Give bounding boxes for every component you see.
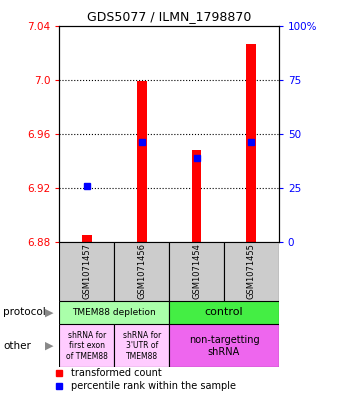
Text: protocol: protocol: [3, 307, 46, 318]
Bar: [114, 242, 169, 301]
Text: other: other: [3, 341, 31, 351]
Text: GSM1071457: GSM1071457: [82, 243, 91, 299]
Text: control: control: [205, 307, 243, 318]
Title: GDS5077 / ILMN_1798870: GDS5077 / ILMN_1798870: [87, 10, 251, 23]
Text: GSM1071455: GSM1071455: [247, 243, 256, 299]
Bar: [192, 150, 202, 242]
Bar: [246, 44, 256, 242]
Text: GSM1071454: GSM1071454: [192, 243, 201, 299]
Bar: [224, 242, 279, 301]
Text: ▶: ▶: [45, 341, 54, 351]
Text: transformed count: transformed count: [71, 368, 162, 378]
Text: ▶: ▶: [45, 307, 54, 318]
Text: non-targetting
shRNA: non-targetting shRNA: [189, 335, 259, 356]
Bar: [169, 324, 279, 367]
Text: shRNA for
3'UTR of
TMEM88: shRNA for 3'UTR of TMEM88: [123, 331, 161, 361]
Bar: [59, 242, 114, 301]
Text: shRNA for
first exon
of TMEM88: shRNA for first exon of TMEM88: [66, 331, 108, 361]
Bar: [114, 324, 169, 367]
Text: percentile rank within the sample: percentile rank within the sample: [71, 381, 236, 391]
Bar: [59, 324, 114, 367]
Bar: [137, 81, 147, 242]
Bar: [82, 235, 92, 242]
Bar: [169, 301, 279, 324]
Text: TMEM88 depletion: TMEM88 depletion: [72, 308, 156, 317]
Bar: [169, 242, 224, 301]
Bar: [59, 301, 169, 324]
Text: GSM1071456: GSM1071456: [137, 243, 146, 299]
